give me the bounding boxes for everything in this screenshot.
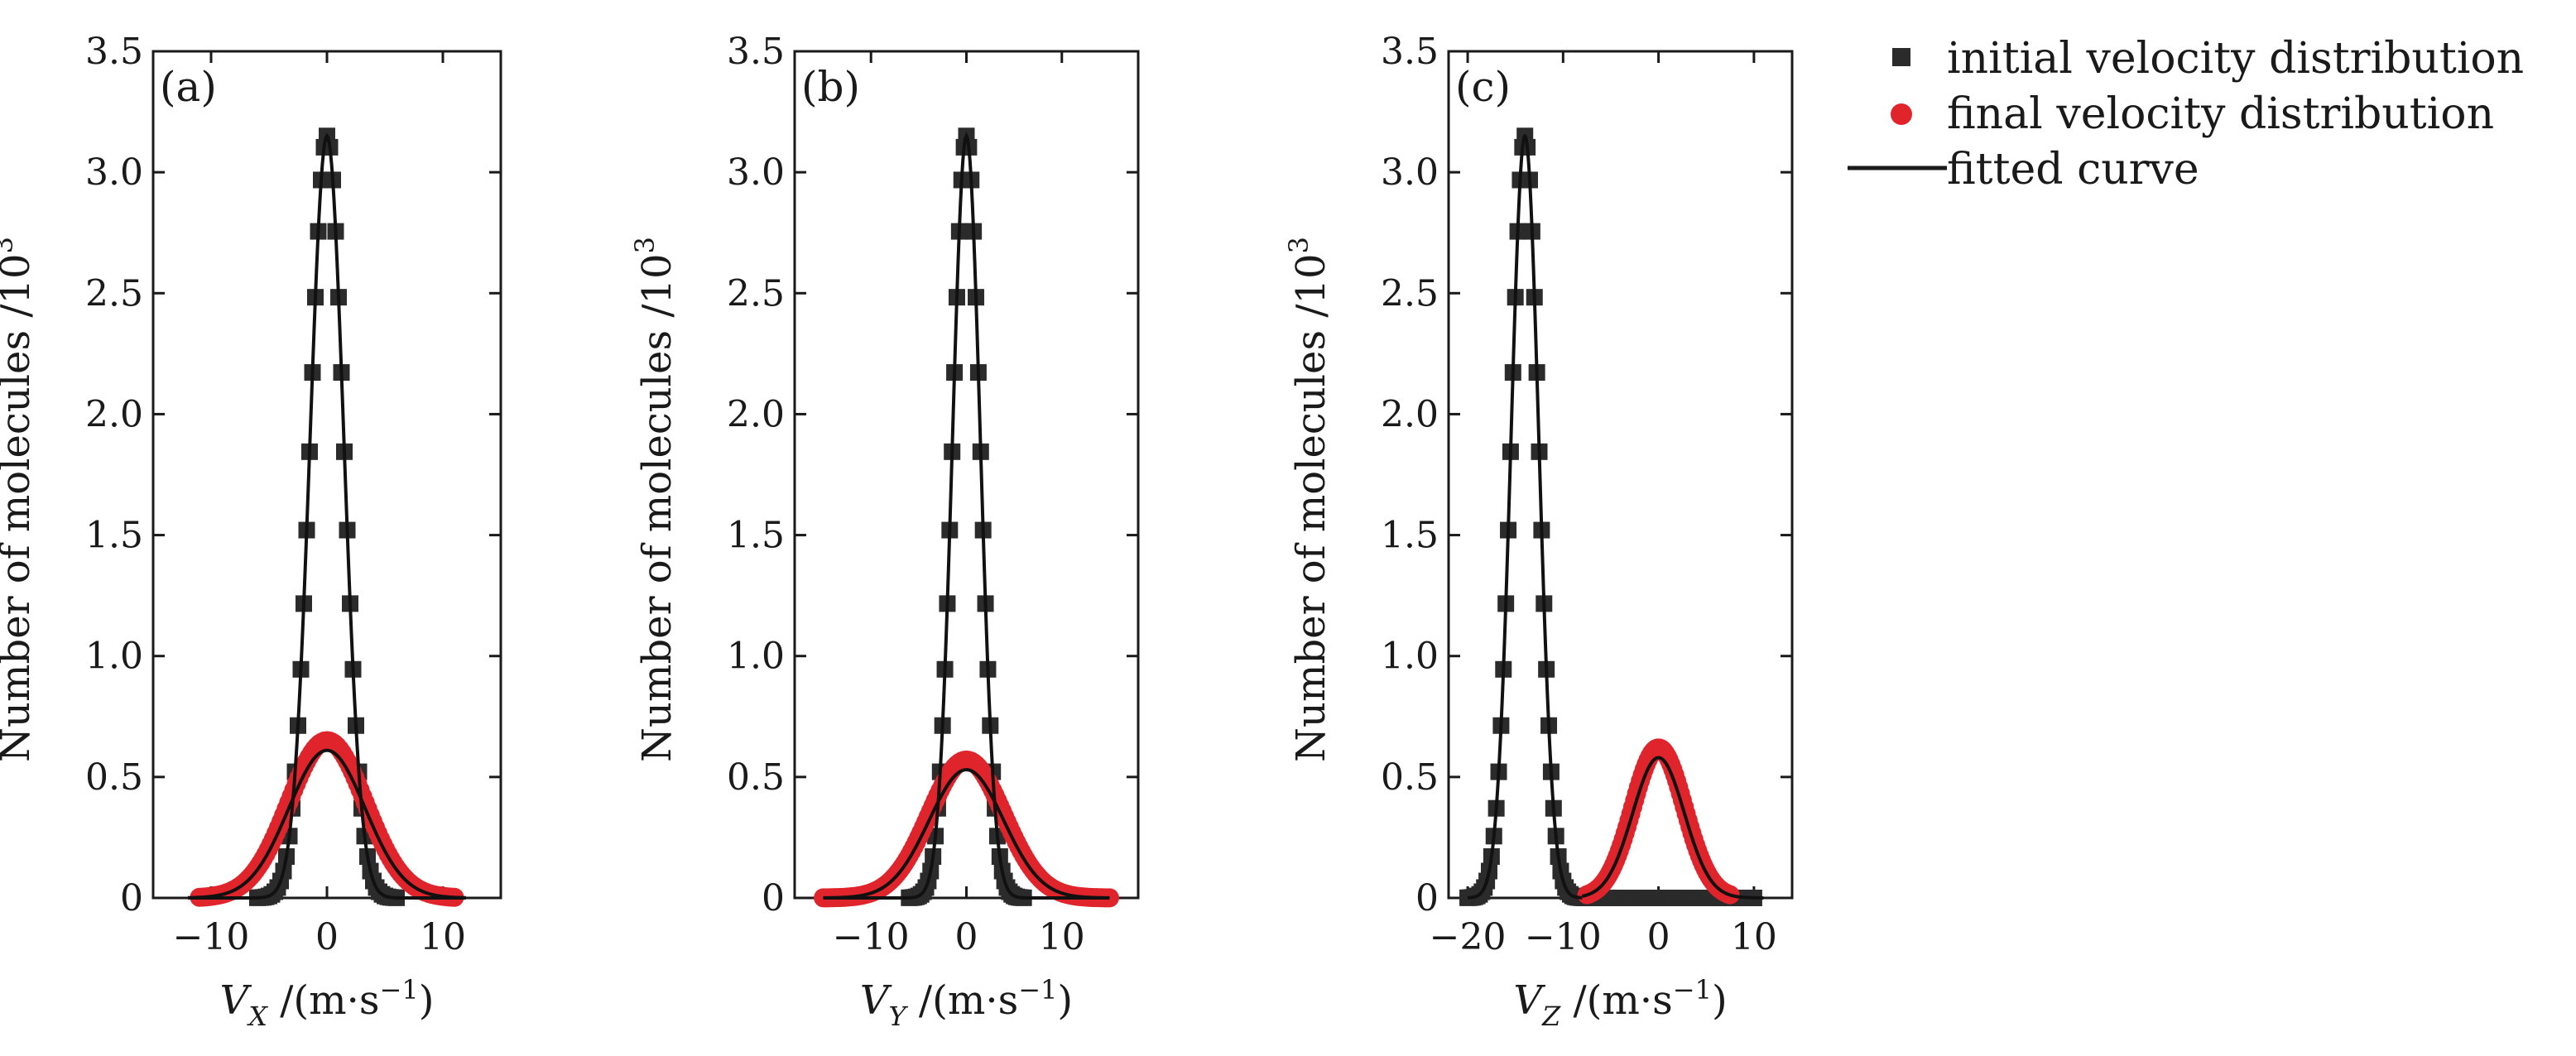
panel-b-y-tick-label: 1.0 xyxy=(727,636,785,678)
panel-b-x-tick-label: 0 xyxy=(955,916,978,958)
panel-a-x-tick-label: −10 xyxy=(173,916,250,958)
panel-b-y-tick-label: 3.5 xyxy=(727,31,785,73)
panel-c-x-tick-label: 10 xyxy=(1731,916,1777,958)
panel-b-fit-curve-initial xyxy=(823,132,1110,900)
panel-a-y-tick-label: 2.0 xyxy=(85,393,143,435)
panel-c-y-tick-label: 2.5 xyxy=(1381,272,1439,314)
panel-a: 0 0.5 1.0 1.5 2.0 2.5 3.0 3.5 −10 0 10 (a) VX /(m·s−… xyxy=(0,31,502,1032)
panel-a-fit-curve-final xyxy=(187,748,467,900)
panel-a-y-tick-label: 2.5 xyxy=(85,272,143,314)
panel-c-y-tick-label: 0.5 xyxy=(1381,756,1439,799)
panel-c-y-tick-label: 1.5 xyxy=(1381,515,1439,557)
legend-label-initial: initial velocity distribution xyxy=(1947,34,2524,84)
panel-a-series-initial xyxy=(249,127,405,906)
panel-a-y-tick-label: 3.5 xyxy=(85,31,143,73)
panel-b-y-tick-label: 1.5 xyxy=(727,515,785,557)
panel-a-y-tick-label: 3.0 xyxy=(85,151,143,194)
panel-a-y-tick-label: 0.5 xyxy=(85,756,143,799)
panel-c-series-initial xyxy=(1459,127,1762,906)
panel-b: 0 0.5 1.0 1.5 2.0 2.5 3.0 3.5 −10 0 10 (b) VY /(m·s−… xyxy=(629,31,1140,1032)
panel-b-label: (b) xyxy=(801,63,860,111)
panel-c-fit-curve-final xyxy=(1581,756,1764,900)
panel-c-y-axis-label: Number of molecules /103 xyxy=(1283,237,1334,762)
panel-c-x-tick-label: −10 xyxy=(1525,916,1602,958)
panel-c: 0 0.5 1.0 1.5 2.0 2.5 3.0 3.5 −20 −10 0 10 (c) VZ /(m… xyxy=(1283,31,1794,1032)
legend: initial velocity distribution final velo… xyxy=(1848,34,2524,194)
panel-c-fit-curve-initial xyxy=(1467,133,1583,900)
panel-b-series-initial xyxy=(901,127,1032,906)
panel-c-series-final xyxy=(1577,738,1740,905)
panel-b-y-tick-label: 3.0 xyxy=(727,151,785,194)
legend-label-fit: fitted curve xyxy=(1947,145,2199,194)
panel-c-y-tick-label: 0 xyxy=(1415,877,1439,919)
panel-b-y-axis-label: Number of molecules /103 xyxy=(629,237,680,762)
panel-c-y-tick-label: 1.0 xyxy=(1381,636,1439,678)
panel-b-x-axis-label: VY /(m·s−1) xyxy=(860,974,1073,1032)
legend-marker-final xyxy=(1891,103,1912,125)
panel-a-label: (a) xyxy=(160,63,217,111)
panel-b-y-tick-label: 0 xyxy=(762,877,785,919)
panel-a-x-tick-label: 10 xyxy=(420,916,466,958)
panel-a-x-axis-label: VX /(m·s−1) xyxy=(220,974,435,1032)
panel-b-fit-curve-final xyxy=(823,768,1110,900)
panel-c-x-tick-label: −20 xyxy=(1430,916,1507,958)
panel-a-series-final xyxy=(190,731,464,907)
panel-a-y-tick-label: 1.0 xyxy=(85,636,143,678)
panel-b-y-tick-label: 2.0 xyxy=(727,393,785,435)
panel-c-label: (c) xyxy=(1455,63,1511,111)
panel-b-y-tick-label: 0.5 xyxy=(727,756,785,799)
panel-a-y-tick-label: 0 xyxy=(120,877,143,919)
panel-b-x-tick-label: 10 xyxy=(1039,916,1085,958)
panel-c-x-axis-label: VZ /(m·s−1) xyxy=(1513,974,1727,1032)
legend-label-final: final velocity distribution xyxy=(1947,89,2494,139)
panel-a-y-tick-label: 1.5 xyxy=(85,515,143,557)
panel-c-x-tick-label: 0 xyxy=(1647,916,1670,958)
panel-a-fit-curve-initial xyxy=(188,132,466,900)
legend-marker-initial xyxy=(1892,48,1910,66)
panel-c-y-tick-label: 3.5 xyxy=(1381,31,1439,73)
panel-a-x-tick-label: 0 xyxy=(315,916,339,958)
panel-c-y-tick-label: 2.0 xyxy=(1381,393,1439,435)
panel-a-y-axis-label: Number of molecules /103 xyxy=(0,237,39,762)
panel-b-series-final xyxy=(814,750,1119,908)
panel-c-y-tick-label: 3.0 xyxy=(1381,151,1439,194)
panel-b-y-tick-label: 2.5 xyxy=(727,272,785,314)
panel-b-x-tick-label: −10 xyxy=(833,916,910,958)
